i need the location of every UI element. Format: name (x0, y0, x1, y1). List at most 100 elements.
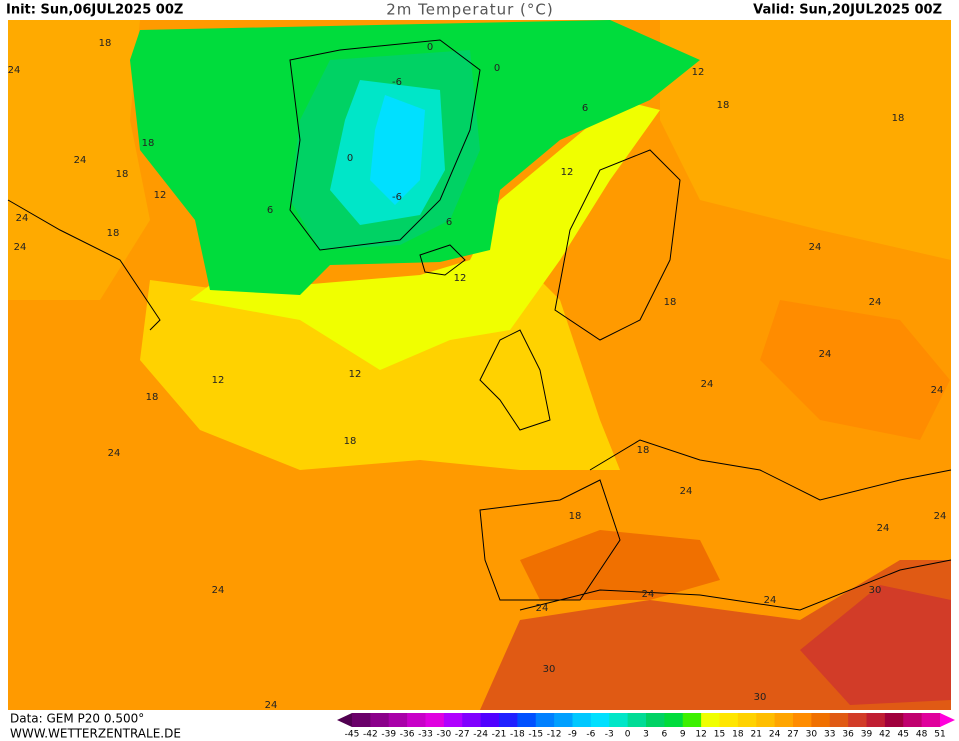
legend-label: -12 (547, 730, 562, 740)
legend-label: 42 (879, 730, 890, 740)
legend-label: 12 (695, 730, 706, 740)
contour-label: 0 (347, 153, 353, 164)
contour-label: 24 (14, 242, 27, 253)
contour-label: 24 (764, 595, 777, 606)
warm-area (660, 20, 951, 260)
legend-label: 39 (861, 730, 873, 740)
contour-label: -6 (392, 77, 402, 88)
contour-label: 24 (819, 349, 832, 360)
legend-label: -18 (510, 730, 525, 740)
legend-swatch (921, 713, 941, 727)
contour-label: 18 (637, 445, 650, 456)
contour-label: 24 (16, 213, 29, 224)
contour-label: 18 (717, 100, 730, 111)
legend-swatch (903, 713, 923, 727)
contour-label: 24 (265, 700, 278, 711)
legend-swatch (462, 713, 482, 727)
contour-label: 18 (892, 113, 905, 124)
legend-label: -15 (528, 730, 543, 740)
legend-swatch (682, 713, 702, 727)
legend-label: 30 (806, 730, 818, 740)
legend-swatch (554, 713, 573, 727)
legend-label: 36 (842, 730, 854, 740)
contour-label: 24 (108, 448, 121, 459)
contour-label: 18 (569, 511, 582, 522)
legend-swatch (811, 713, 831, 727)
legend-swatch (370, 713, 390, 727)
legend-label: 24 (769, 730, 781, 740)
contour-label: 12 (454, 273, 467, 284)
legend-swatch (664, 713, 684, 727)
legend-swatch (829, 713, 849, 727)
legend-swatch (499, 713, 518, 727)
contour-labels: 18 24 0 0 12 -6 6 18 18 18 24 18 0 12 -6 12 6 24 6 18 24 24 12… (8, 38, 947, 711)
legend-arrow (337, 713, 352, 727)
legend-arrow (940, 713, 955, 727)
contour-label: 24 (212, 585, 225, 596)
contour-label: 30 (543, 664, 556, 675)
legend-label: -27 (455, 730, 470, 740)
hot-area (760, 300, 950, 440)
init-text: Init: Sun,06JUL2025 00Z (6, 3, 183, 18)
contour-label: 24 (642, 589, 655, 600)
hot-area (520, 530, 720, 600)
contour-label: -6 (392, 192, 402, 203)
coastline (554, 149, 681, 341)
legend-label: 51 (934, 730, 945, 740)
contour-label: 24 (680, 486, 693, 497)
coastline (289, 39, 481, 251)
map: 18 24 0 0 12 -6 6 18 18 18 24 18 0 12 -6 12 6 24 6 18 24 24 12… (7, 20, 952, 711)
legend-swatch (590, 713, 610, 727)
legend-label: 48 (916, 730, 928, 740)
legend: -45 -42 -39 -36 -33 -30 -27 -24 -21 -18 -15 -12 -9 -6… (337, 713, 955, 740)
legend-swatch (627, 713, 647, 727)
data-source: Data: GEM P20 0.500° (10, 712, 144, 726)
contour-label: 24 (931, 385, 944, 396)
legend-swatch (866, 713, 886, 727)
cool-area (190, 100, 660, 370)
contour-label: 24 (877, 523, 890, 534)
coastline (479, 329, 551, 431)
legend-swatch (737, 713, 757, 727)
legend-swatch (793, 713, 812, 727)
map-title: 2m Temperatur (°C) (386, 1, 554, 19)
coastline (589, 439, 952, 501)
legend-swatch (719, 713, 739, 727)
legend-label: 9 (680, 730, 686, 740)
legend-swatch (535, 713, 555, 727)
coastlines (7, 39, 952, 611)
legend-label: -39 (381, 730, 396, 740)
coastline (419, 244, 466, 276)
contour-label: 12 (212, 375, 225, 386)
legend-label: 33 (824, 730, 835, 740)
contour-label: 18 (344, 436, 357, 447)
valid-text: Valid: Sun,20JUL2025 00Z (753, 3, 942, 18)
contour-label: 18 (99, 38, 112, 49)
legend-swatch (701, 713, 720, 727)
legend-label: -36 (400, 730, 415, 740)
legend-label: -45 (345, 730, 360, 740)
legend-swatch (480, 713, 500, 727)
legend-label: 0 (625, 730, 631, 740)
contour-label: 0 (427, 42, 433, 53)
legend-label: 15 (714, 730, 725, 740)
contour-label: 12 (349, 369, 362, 380)
legend-label: -33 (418, 730, 433, 740)
legend-swatch (756, 713, 776, 727)
contour-label: 0 (494, 63, 500, 74)
contour-label: 18 (146, 392, 159, 403)
legend-label: -9 (568, 730, 577, 740)
legend-label: 21 (751, 730, 762, 740)
hot-area (800, 585, 951, 705)
coastline (479, 479, 621, 601)
legend-swatch (609, 713, 629, 727)
warm-area (8, 20, 150, 300)
contour-label: 12 (154, 190, 167, 201)
legend-label: -3 (605, 730, 614, 740)
legend-swatch (352, 713, 371, 727)
legend-label: 6 (662, 730, 668, 740)
contour-label: 18 (116, 169, 129, 180)
contour-label: 6 (267, 205, 273, 216)
legend-swatch (407, 713, 426, 727)
